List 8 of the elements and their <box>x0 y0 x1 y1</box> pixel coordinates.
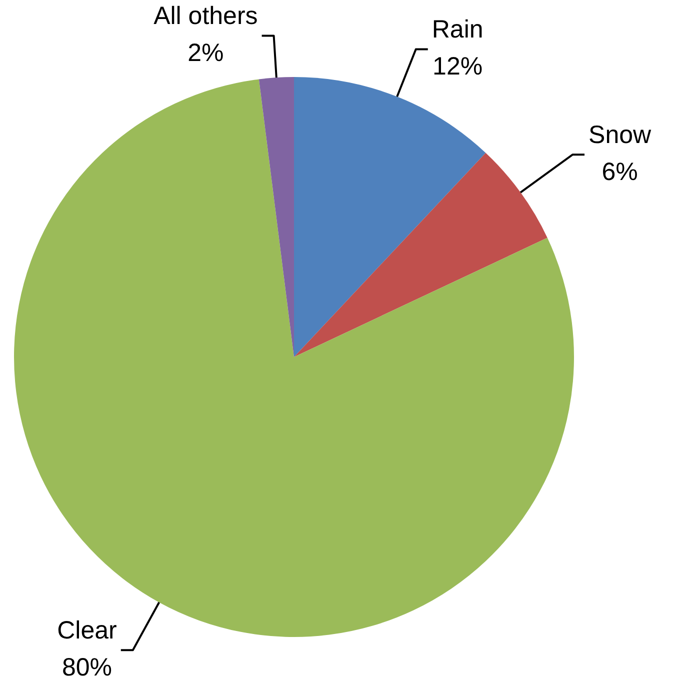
data-label: 12% <box>432 52 483 81</box>
slice-label: Snow <box>588 121 652 150</box>
slice-label: All others <box>154 2 258 30</box>
data-label: 2% <box>188 39 224 68</box>
slice-label: Clear <box>57 616 117 644</box>
data-label: 6% <box>602 158 638 186</box>
data-label: 80% <box>62 653 112 682</box>
slice-label: Rain <box>432 16 484 44</box>
